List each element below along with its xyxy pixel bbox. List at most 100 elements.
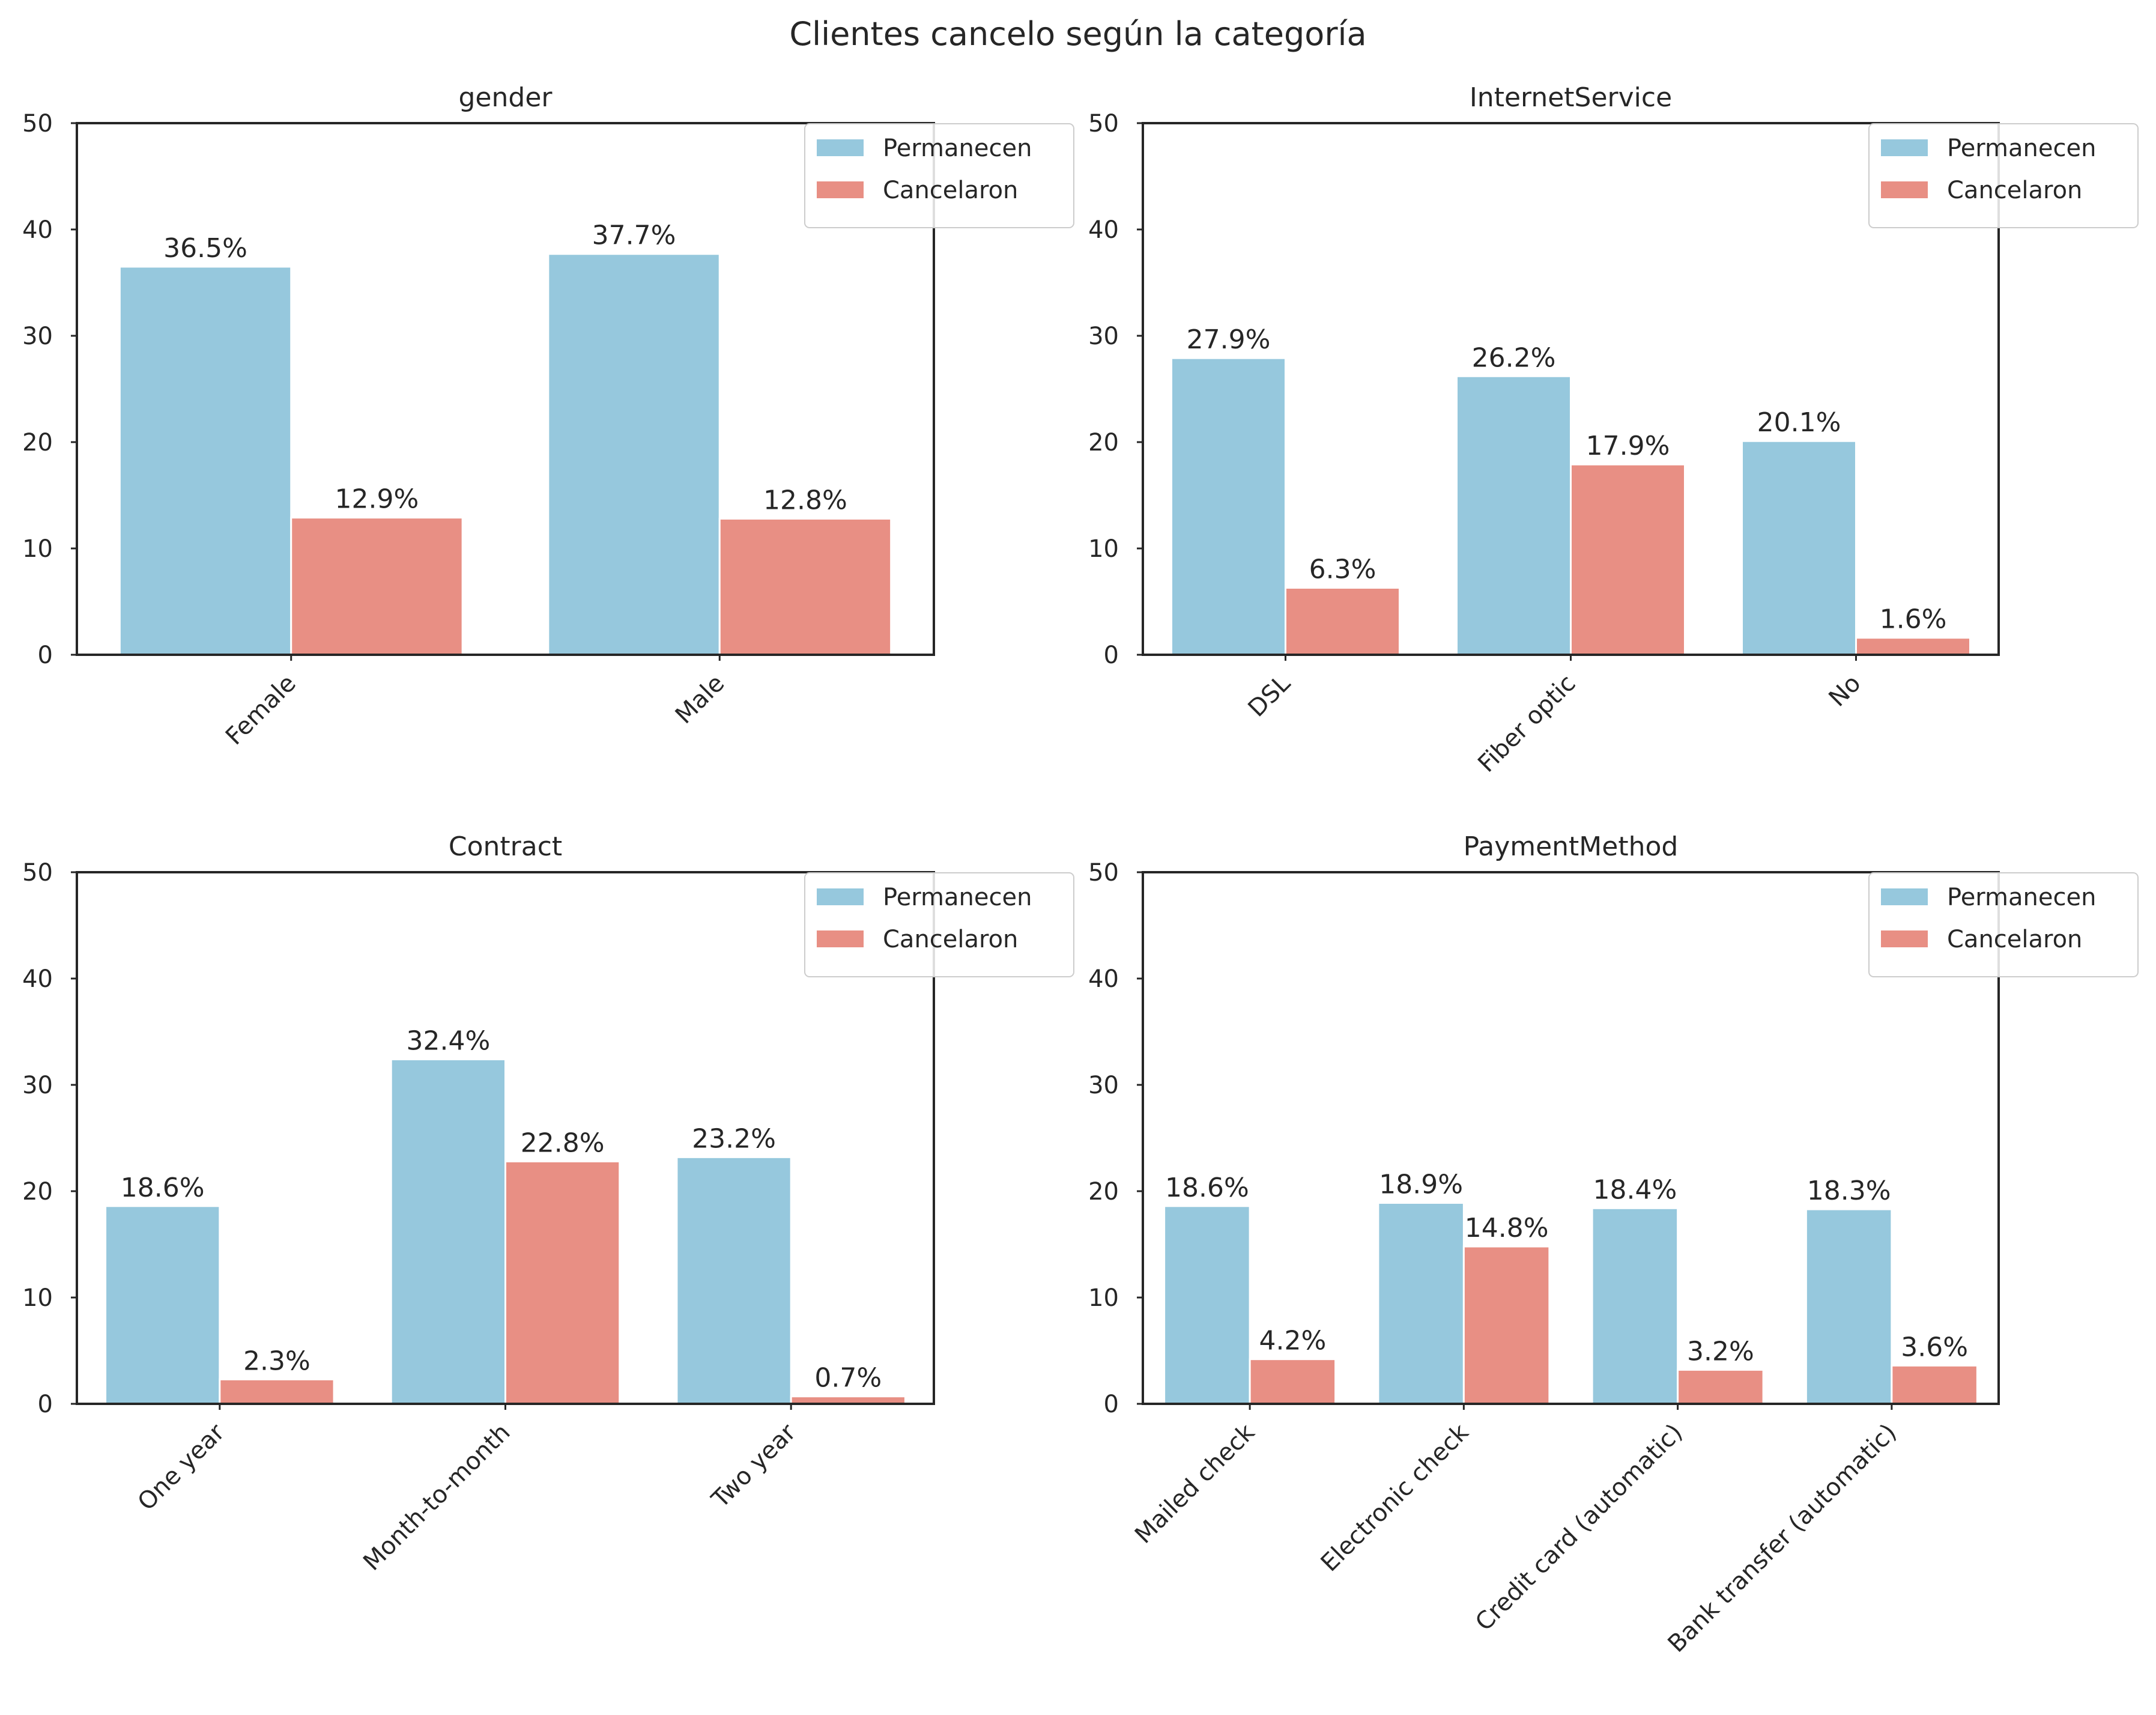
legend: Permanecen Cancelaron bbox=[804, 123, 1074, 228]
data-label: 20.1% bbox=[1757, 407, 1841, 438]
data-label: 32.4% bbox=[406, 1026, 490, 1057]
y-tick-label: 0 bbox=[38, 1391, 53, 1418]
data-label: 18.3% bbox=[1807, 1176, 1891, 1206]
y-tick-label: 10 bbox=[22, 1284, 53, 1312]
data-label: 3.2% bbox=[1687, 1336, 1754, 1367]
y-tick-label: 20 bbox=[22, 1178, 53, 1206]
figure-title: Clientes cancelo según la categoría bbox=[789, 15, 1366, 53]
panel-title: Contract bbox=[449, 831, 562, 862]
panel-title: PaymentMethod bbox=[1464, 831, 1679, 862]
data-label: 18.9% bbox=[1379, 1169, 1463, 1200]
legend: Permanecen Cancelaron bbox=[804, 872, 1074, 977]
axes-frame bbox=[1142, 871, 2000, 1405]
bar-churn bbox=[1855, 637, 1971, 656]
y-tick-label: 0 bbox=[1104, 1391, 1119, 1418]
y-tick-label: 10 bbox=[1088, 535, 1119, 563]
legend-swatch-stay bbox=[1881, 139, 1928, 156]
y-tick-label: 40 bbox=[22, 216, 53, 244]
chart-panels: gender 0 10 20 30 40 50 36.5% 12.9% Female 37.7% 12… bbox=[22, 82, 2139, 1658]
y-tick-label: 0 bbox=[38, 642, 53, 669]
y-tick-label: 20 bbox=[1088, 1178, 1119, 1206]
axes-frame bbox=[76, 871, 935, 1405]
panel-title: gender bbox=[459, 82, 553, 113]
bar-stay bbox=[676, 1156, 792, 1405]
y-tick-label: 50 bbox=[1088, 859, 1119, 887]
y-tick-label: 40 bbox=[1088, 965, 1119, 993]
data-label: 3.6% bbox=[1901, 1332, 1968, 1362]
data-label: 22.8% bbox=[521, 1128, 605, 1158]
bar-churn bbox=[1249, 1358, 1337, 1405]
bar-churn bbox=[718, 517, 892, 656]
bar-stay bbox=[1163, 1205, 1251, 1405]
y-tick-label: 30 bbox=[1088, 1072, 1119, 1099]
x-tick-label: Credit card (automatic) bbox=[1470, 1419, 1688, 1637]
x-tick-label: Two year bbox=[706, 1418, 802, 1514]
x-tick-label: Mailed check bbox=[1130, 1418, 1261, 1549]
legend-label: Cancelaron bbox=[883, 926, 1018, 953]
axes-frame bbox=[1142, 122, 2000, 656]
legend-box bbox=[804, 872, 1074, 977]
y-tick-label: 20 bbox=[22, 429, 53, 457]
y-tick-label: 40 bbox=[22, 965, 53, 993]
y-tick-label: 30 bbox=[22, 323, 53, 350]
data-label: 14.8% bbox=[1465, 1213, 1549, 1243]
data-label: 4.2% bbox=[1259, 1326, 1326, 1356]
y-tick-label: 50 bbox=[22, 110, 53, 138]
legend-swatch-churn bbox=[1881, 930, 1928, 947]
bar-stay bbox=[118, 266, 292, 656]
y-tick-label: 50 bbox=[1088, 110, 1119, 138]
data-label: 26.2% bbox=[1472, 342, 1556, 373]
data-label: 36.5% bbox=[163, 233, 247, 264]
data-label: 18.6% bbox=[1165, 1173, 1249, 1203]
y-tick-label: 10 bbox=[1088, 1284, 1119, 1312]
y-tick-label: 0 bbox=[1104, 642, 1119, 669]
bar-stay bbox=[1591, 1207, 1679, 1405]
y-tick-label: 30 bbox=[1088, 323, 1119, 350]
legend-swatch-churn bbox=[817, 181, 864, 198]
legend-swatch-churn bbox=[1881, 181, 1928, 198]
x-tick-label: Fiber optic bbox=[1473, 670, 1581, 778]
legend: Permanecen Cancelaron bbox=[1868, 872, 2139, 977]
data-label: 37.7% bbox=[592, 220, 676, 251]
legend-label: Cancelaron bbox=[883, 177, 1018, 204]
data-label: 18.6% bbox=[121, 1173, 205, 1203]
data-label: 18.4% bbox=[1593, 1174, 1677, 1205]
data-label: 17.9% bbox=[1586, 431, 1670, 461]
data-label: 1.6% bbox=[1880, 604, 1947, 635]
x-tick-label: Female bbox=[220, 670, 301, 751]
legend-box bbox=[804, 123, 1074, 228]
x-tick-label: No bbox=[1824, 670, 1867, 712]
bar-churn bbox=[290, 517, 464, 656]
legend-swatch-stay bbox=[817, 888, 864, 905]
bar-stay bbox=[1170, 357, 1286, 656]
y-tick-label: 50 bbox=[22, 859, 53, 887]
legend-label: Cancelaron bbox=[1947, 177, 2082, 204]
data-label: 27.9% bbox=[1187, 324, 1271, 355]
legend: Permanecen Cancelaron bbox=[1868, 123, 2139, 228]
bar-churn bbox=[504, 1160, 621, 1405]
legend-label: Permanecen bbox=[883, 135, 1032, 162]
data-label: 2.3% bbox=[243, 1346, 310, 1376]
bar-stay bbox=[104, 1205, 221, 1405]
x-tick-label: Electronic check bbox=[1316, 1418, 1474, 1577]
data-label: 23.2% bbox=[692, 1123, 776, 1154]
legend-label: Permanecen bbox=[883, 884, 1032, 911]
y-tick-label: 10 bbox=[22, 535, 53, 563]
bar-churn bbox=[219, 1378, 335, 1405]
bar-stay bbox=[1741, 440, 1857, 656]
y-tick-label: 30 bbox=[22, 1072, 53, 1099]
bar-stay bbox=[547, 253, 721, 656]
y-tick-label: 20 bbox=[1088, 429, 1119, 457]
chart-panel-1: gender 0 10 20 30 40 50 36.5% 12.9% Female 37.7% 12… bbox=[22, 82, 1074, 750]
axes-frame bbox=[76, 122, 935, 656]
data-label: 6.3% bbox=[1309, 554, 1376, 584]
legend-box bbox=[1868, 123, 2139, 228]
x-tick-label: One year bbox=[133, 1418, 231, 1516]
legend-swatch-stay bbox=[1881, 888, 1928, 905]
bar-churn bbox=[1570, 463, 1686, 656]
bar-churn bbox=[1891, 1364, 1978, 1405]
legend-label: Permanecen bbox=[1947, 884, 2096, 911]
bar-stay bbox=[1456, 375, 1572, 656]
legend-box bbox=[1868, 872, 2139, 977]
data-label: 12.8% bbox=[763, 485, 847, 515]
